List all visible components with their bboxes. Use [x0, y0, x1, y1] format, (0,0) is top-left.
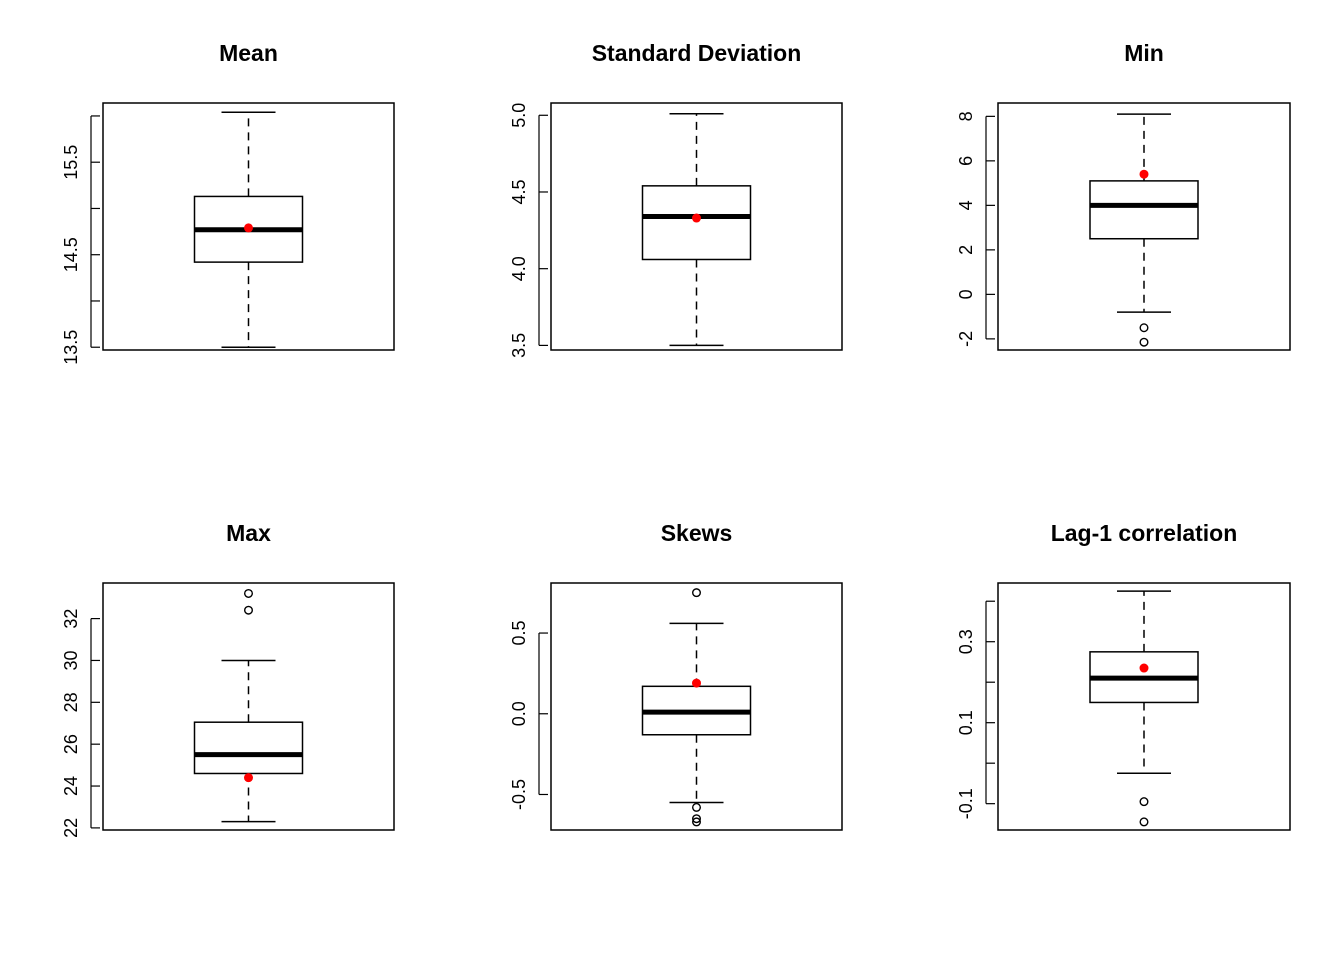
panel-6: Lag-1 correlation -0.1 0.1 0.3	[956, 520, 1291, 831]
y-tick-label: -2	[956, 331, 976, 347]
plot-frame	[550, 582, 843, 831]
outlier-point	[1139, 817, 1149, 827]
outlier-point	[1139, 323, 1149, 333]
y-tick-label: 2	[956, 245, 976, 255]
y-tick-label: 22	[61, 818, 81, 838]
panel-title: Mean	[219, 40, 278, 66]
outlier-point	[1139, 797, 1149, 807]
y-tick-label: 4.5	[509, 179, 529, 204]
observed-point	[692, 213, 701, 223]
y-tick-label: 0.0	[509, 701, 529, 726]
y-tick-label: 26	[61, 734, 81, 754]
y-tick-label: 4.0	[509, 256, 529, 281]
observed-point	[692, 678, 701, 688]
plot-frame	[997, 582, 1291, 831]
y-tick-label: 15.5	[61, 145, 81, 180]
plot-frame	[997, 102, 1291, 351]
panel-title: Lag-1 correlation	[1051, 520, 1238, 546]
y-tick-label: 0	[956, 289, 976, 299]
y-tick-label: 32	[61, 609, 81, 629]
plot-frame	[102, 582, 395, 831]
outlier-point	[692, 588, 702, 598]
panel-title: Standard Deviation	[592, 40, 802, 66]
plot-frame	[102, 102, 395, 351]
outlier-point	[692, 814, 702, 824]
y-tick-label: 28	[61, 692, 81, 712]
y-tick-label: 14.5	[61, 237, 81, 272]
iqr-box	[641, 185, 752, 261]
panel-4: Max 22 24 26 28 30 32	[61, 520, 395, 838]
plot-frame	[550, 102, 843, 351]
outlier-point	[243, 605, 253, 615]
outlier-point	[1139, 337, 1149, 347]
y-tick-label: 0.1	[956, 710, 976, 735]
observed-point	[1139, 169, 1149, 179]
panel-3: Min -2 0 2 4 6 8	[956, 40, 1291, 351]
observed-point	[244, 223, 253, 233]
panel-2: Standard Deviation 3.5 4.0 4.5 5.0	[509, 40, 843, 358]
outlier-point	[243, 588, 253, 598]
y-tick-label: 4	[956, 200, 976, 210]
y-tick-label: 5.0	[509, 103, 529, 128]
outlier-point	[692, 802, 702, 812]
observed-point	[1139, 663, 1149, 673]
y-tick-label: 24	[61, 776, 81, 796]
y-tick-label: -0.5	[509, 779, 529, 810]
y-tick-label: 8	[956, 111, 976, 121]
y-tick-label: 0.3	[956, 629, 976, 654]
panel-title: Max	[226, 520, 271, 546]
outlier-point	[692, 817, 702, 827]
panel-5: Skews -0.5 0.0 0.5	[509, 520, 843, 831]
y-tick-label: 13.5	[61, 330, 81, 365]
iqr-box	[193, 721, 304, 775]
observed-point	[244, 773, 253, 783]
y-tick-label: 3.5	[509, 333, 529, 358]
y-tick-label: 6	[956, 156, 976, 166]
y-tick-label: 30	[61, 650, 81, 670]
panel-title: Skews	[661, 520, 733, 546]
panel-title: Min	[1124, 40, 1164, 66]
iqr-box	[1089, 180, 1199, 240]
y-tick-label: -0.1	[956, 788, 976, 819]
y-tick-label: 0.5	[509, 621, 529, 646]
panel-1: Mean 13.5 14.5 15.5	[61, 40, 395, 365]
